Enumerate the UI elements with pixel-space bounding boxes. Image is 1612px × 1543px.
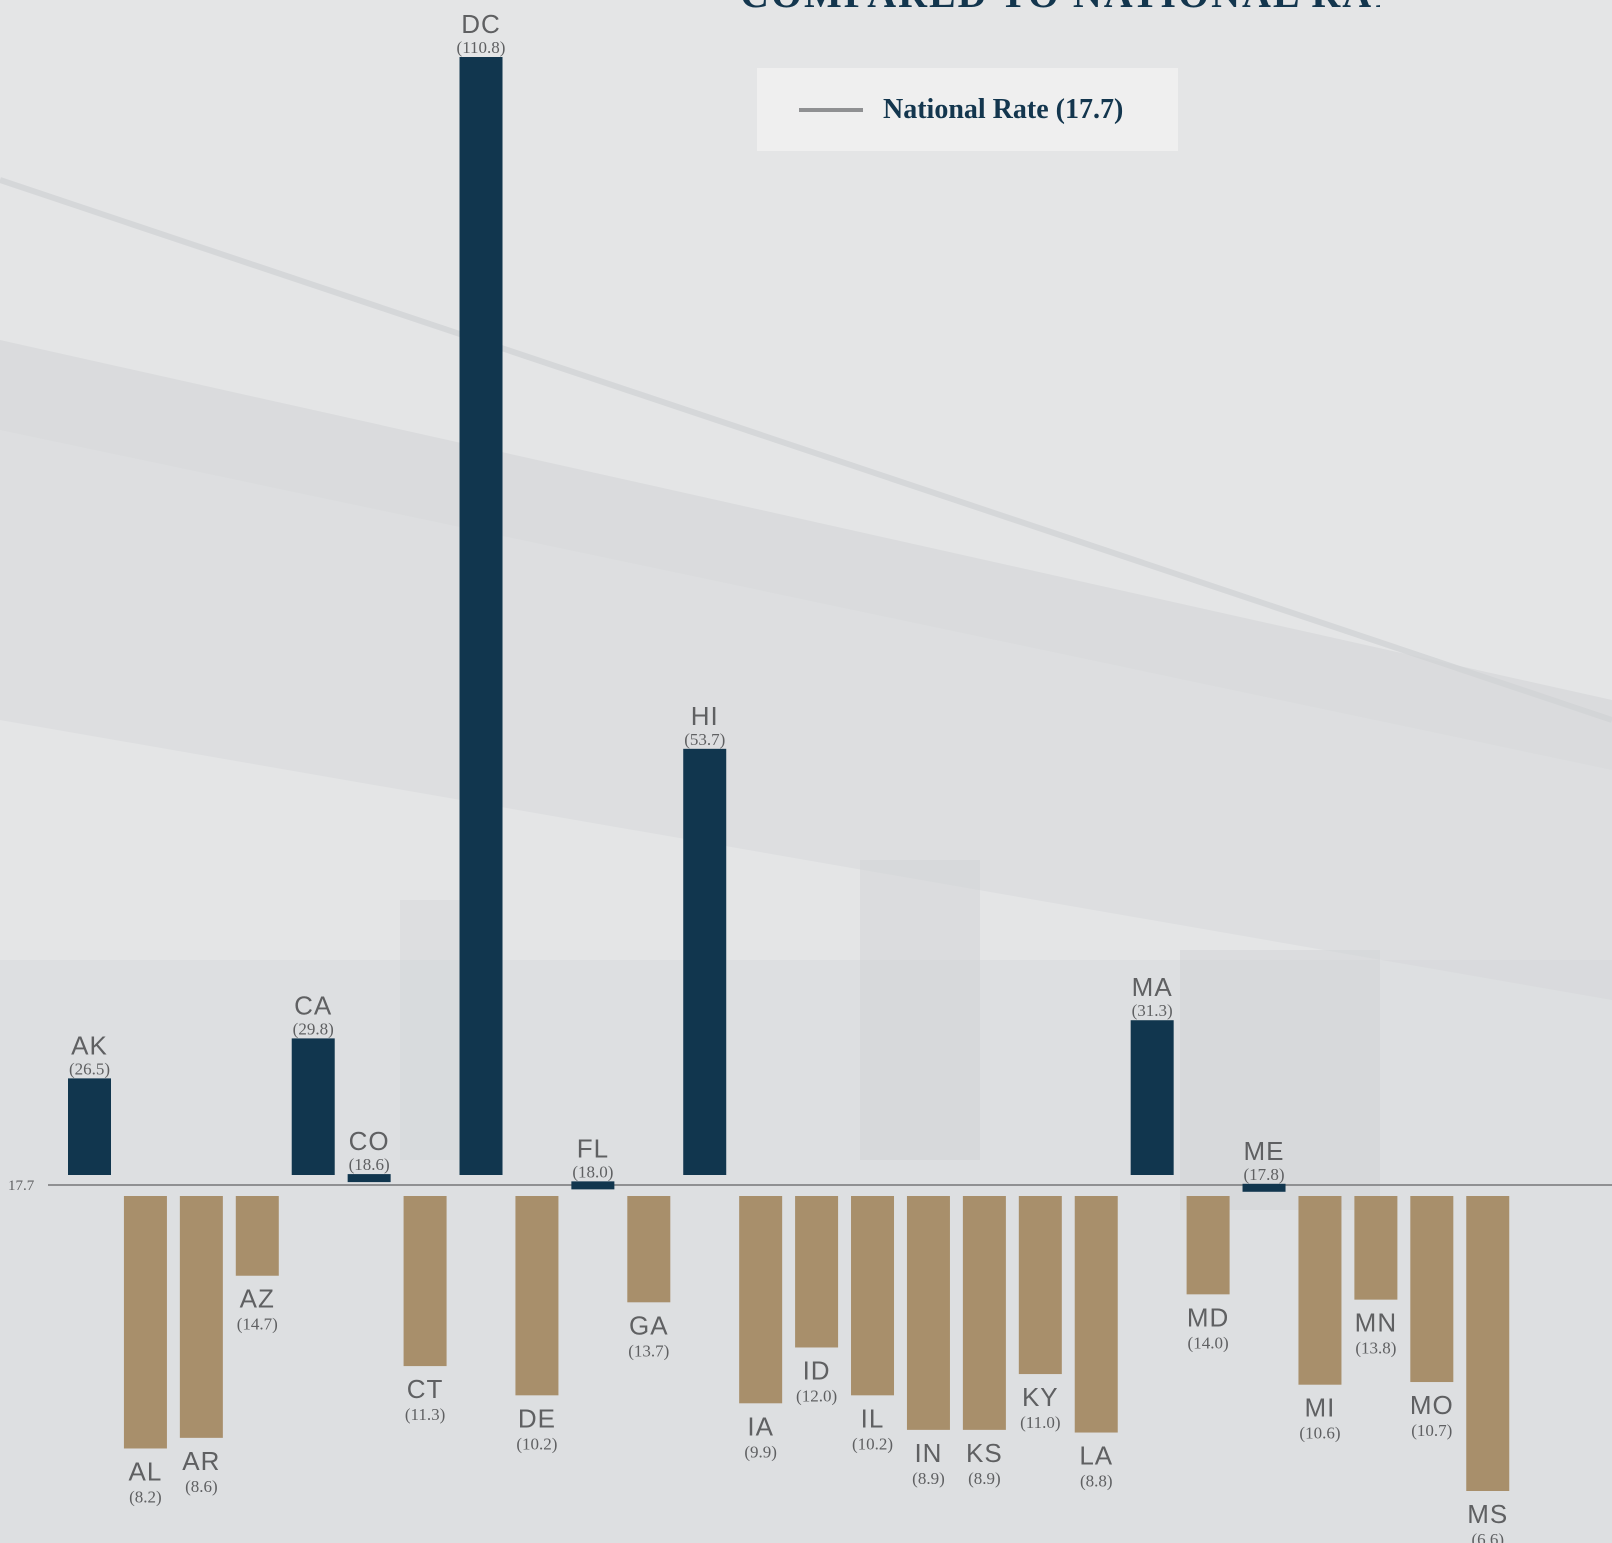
bar-label-ks: KS — [966, 1438, 1003, 1468]
bar-ar — [179, 1196, 223, 1438]
value-label-hi: (53.7) — [684, 730, 725, 749]
value-label-al: (8.2) — [129, 1487, 162, 1506]
bar-id — [795, 1196, 839, 1348]
value-label-ks: (8.9) — [968, 1469, 1001, 1488]
bar-me — [1242, 1183, 1286, 1192]
value-label-ct: (11.3) — [405, 1405, 445, 1424]
bar-label-ct: CT — [407, 1374, 444, 1404]
bar-label-ak: AK — [71, 1030, 108, 1060]
bar-label-ms: MS — [1467, 1499, 1508, 1529]
value-label-mo: (10.7) — [1411, 1421, 1452, 1440]
value-label-ia: (9.9) — [744, 1442, 777, 1461]
bar-il — [851, 1196, 895, 1396]
value-label-ga: (13.7) — [628, 1341, 669, 1360]
bar-dc — [459, 57, 503, 1175]
bar-md — [1186, 1196, 1230, 1295]
bar-label-ca: CA — [294, 990, 332, 1020]
bar-label-id: ID — [803, 1355, 831, 1385]
bar-mi — [1298, 1196, 1342, 1385]
bar-mo — [1410, 1196, 1454, 1383]
bar-la — [1074, 1196, 1118, 1433]
value-label-md: (14.0) — [1188, 1333, 1229, 1352]
bar-ga — [627, 1196, 671, 1303]
bar-de — [515, 1196, 559, 1396]
baseline-label: 17.7 — [8, 1178, 35, 1194]
value-label-dc: (110.8) — [457, 38, 506, 57]
value-label-la: (8.8) — [1080, 1472, 1113, 1491]
bar-az — [235, 1196, 279, 1276]
bar-hi — [683, 748, 727, 1175]
bar-label-mi: MI — [1305, 1393, 1336, 1423]
bar-label-al: AL — [129, 1456, 163, 1486]
bar-mn — [1354, 1196, 1398, 1300]
bar-ca — [291, 1038, 335, 1175]
bar-ia — [739, 1196, 783, 1404]
bar-al — [123, 1196, 167, 1449]
value-label-ky: (11.0) — [1020, 1413, 1060, 1432]
value-label-ak: (26.5) — [69, 1059, 110, 1078]
value-label-id: (12.0) — [796, 1386, 837, 1405]
bar-label-az: AZ — [240, 1284, 275, 1314]
bar-label-de: DE — [518, 1403, 556, 1433]
bar-label-mn: MN — [1355, 1308, 1397, 1338]
bar-label-ia: IA — [747, 1411, 774, 1441]
bar-ky — [1018, 1196, 1062, 1375]
value-label-mn: (13.8) — [1355, 1339, 1396, 1358]
legend-line-swatch — [799, 107, 863, 112]
bar-label-in: IN — [914, 1438, 942, 1468]
bar-in — [906, 1196, 950, 1430]
bar-label-mo: MO — [1410, 1390, 1454, 1420]
value-label-co: (18.6) — [349, 1155, 390, 1174]
bar-label-hi: HI — [691, 701, 719, 731]
bar-label-md: MD — [1187, 1302, 1229, 1332]
bar-ks — [962, 1196, 1006, 1430]
value-label-ms: (6.6) — [1471, 1530, 1504, 1543]
bar-ms — [1466, 1196, 1510, 1491]
bar-ma — [1130, 1020, 1174, 1175]
value-label-ma: (31.3) — [1132, 1001, 1173, 1020]
bars-layer: AK(26.5) AL(8.2) AR(8.6) AZ(14.7) CA(29.8) CO… — [68, 9, 1510, 1543]
value-label-il: (10.2) — [852, 1434, 893, 1453]
chart-title: COMPARED TO NATIONAL RATE — [740, 0, 1380, 10]
value-label-az: (14.7) — [237, 1315, 278, 1334]
bar-ct — [403, 1196, 447, 1367]
value-label-mi: (10.6) — [1299, 1424, 1340, 1443]
bar-label-ky: KY — [1022, 1382, 1059, 1412]
bar-label-ga: GA — [629, 1310, 669, 1340]
bar-label-il: IL — [861, 1403, 885, 1433]
bar-label-ar: AR — [182, 1446, 220, 1476]
bar-label-me: ME — [1244, 1136, 1285, 1166]
legend-label: National Rate (17.7) — [883, 93, 1124, 125]
bar-fl — [571, 1181, 615, 1190]
bar-label-fl: FL — [577, 1133, 609, 1163]
value-label-ar: (8.6) — [185, 1477, 218, 1496]
legend: National Rate (17.7) — [757, 68, 1178, 151]
bar-label-dc: DC — [461, 9, 501, 39]
bar-co — [347, 1174, 391, 1183]
bar-label-ma: MA — [1132, 972, 1173, 1002]
value-label-fl: (18.0) — [572, 1162, 613, 1181]
value-label-in: (8.9) — [912, 1469, 945, 1488]
value-label-ca: (29.8) — [293, 1019, 334, 1038]
bar-ak — [68, 1078, 111, 1175]
bar-label-la: LA — [1079, 1441, 1113, 1471]
bar-label-co: CO — [349, 1126, 390, 1156]
value-label-de: (10.2) — [516, 1434, 557, 1453]
value-label-me: (17.8) — [1243, 1165, 1284, 1184]
